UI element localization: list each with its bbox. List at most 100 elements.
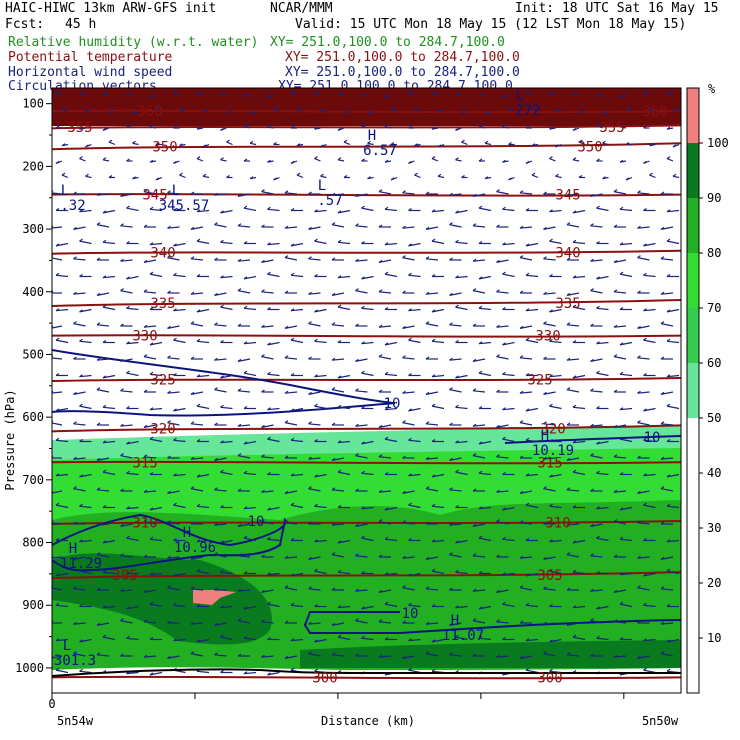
circulation-vector-head xyxy=(502,271,506,275)
circulation-vector-head xyxy=(637,390,641,394)
circulation-vector xyxy=(173,604,186,608)
circulation-vector-head xyxy=(120,618,124,622)
circulation-vector xyxy=(455,241,468,245)
circulation-vector xyxy=(431,374,445,378)
colorbar-band xyxy=(687,88,699,143)
circulation-vector-head xyxy=(108,175,113,178)
extremum-value: 10.19 xyxy=(532,443,574,459)
circulation-vector xyxy=(378,456,392,459)
circulation-vector-head xyxy=(61,172,66,176)
circulation-vector-head xyxy=(572,375,577,379)
circulation-vector-head xyxy=(190,586,195,590)
y-axis-label: Pressure (hPa) xyxy=(3,389,17,490)
circulation-vector xyxy=(666,158,674,162)
circulation-vector-head xyxy=(613,324,618,328)
circulation-vector xyxy=(243,125,251,129)
circulation-vector xyxy=(572,159,580,162)
circulation-vector xyxy=(96,193,110,196)
circulation-vector xyxy=(572,406,586,410)
circulation-vector-head xyxy=(484,111,489,115)
circulation-vector-head xyxy=(408,502,412,506)
circulation-vector-head xyxy=(126,470,130,474)
circulation-vector-head xyxy=(384,572,389,576)
circulation-vector-head xyxy=(408,473,412,477)
circulation-vector xyxy=(449,193,462,196)
circulation-vector-head xyxy=(596,370,600,374)
circulation-vector-head xyxy=(660,586,665,590)
circulation-vector-head xyxy=(666,439,671,442)
circulation-vector xyxy=(267,242,280,246)
circulation-vector-head xyxy=(132,111,136,115)
theta-contour-label: 340 xyxy=(555,245,580,261)
circulation-vector-head xyxy=(402,490,406,494)
circulation-vector xyxy=(496,424,509,428)
circulation-vector-head xyxy=(431,91,436,95)
circulation-vector-head xyxy=(261,489,265,493)
circulation-vector xyxy=(378,655,392,658)
circulation-vector xyxy=(196,340,210,344)
upper-theta-band xyxy=(52,88,681,126)
theta-contour-label: 315 xyxy=(132,455,157,471)
circulation-vector xyxy=(525,274,539,278)
circulation-vector-head xyxy=(384,536,389,540)
circulation-vector xyxy=(79,539,92,543)
circulation-vector-head xyxy=(55,473,60,477)
circulation-vector-head xyxy=(296,172,301,176)
circulation-vector-head xyxy=(596,535,600,539)
circulation-vector-head xyxy=(431,274,436,277)
circulation-vector xyxy=(660,588,674,591)
circulation-vector-head xyxy=(190,456,195,460)
circulation-vector-head xyxy=(79,639,83,643)
circulation-vector-head xyxy=(425,321,430,325)
circulation-vector-head xyxy=(496,259,500,263)
circulation-vector xyxy=(126,372,139,377)
circulation-vector xyxy=(173,504,186,509)
wind-contour-mid xyxy=(504,435,681,444)
circulation-vector-head xyxy=(173,638,177,642)
circulation-vector xyxy=(384,341,398,346)
circulation-vector-head xyxy=(173,473,177,477)
circulation-vector-head xyxy=(237,258,242,262)
circulation-vector xyxy=(102,636,116,641)
circulation-vector-head xyxy=(478,341,483,345)
circulation-vector-head xyxy=(173,538,177,541)
circulation-vector xyxy=(672,175,680,179)
circulation-vector xyxy=(384,572,398,576)
circulation-vector-head xyxy=(143,354,148,358)
circulation-vector-head xyxy=(220,440,224,444)
circulation-vector-head xyxy=(414,107,418,111)
circulation-vector xyxy=(408,339,421,344)
circulation-vector xyxy=(355,193,368,197)
circulation-vector-head xyxy=(331,457,336,461)
circulation-vector xyxy=(431,473,445,478)
circulation-vector xyxy=(55,504,69,509)
field-wind-name: Horizontal wind speed xyxy=(8,65,173,80)
circulation-vector xyxy=(572,241,586,245)
circulation-vector xyxy=(549,308,562,313)
circulation-vector xyxy=(384,407,398,411)
circulation-vector xyxy=(431,505,445,509)
circulation-vector xyxy=(355,390,368,393)
circulation-vector-head xyxy=(214,222,218,226)
field-theta-name: Potential temperature xyxy=(8,50,173,65)
circulation-vector-head xyxy=(79,374,83,378)
circulation-vector xyxy=(502,208,515,212)
circulation-vector xyxy=(120,290,133,294)
circulation-vector xyxy=(337,571,351,575)
circulation-vector-head xyxy=(61,107,66,111)
circulation-vector-head xyxy=(355,653,359,657)
circulation-vector-head xyxy=(519,655,524,659)
circulation-vector xyxy=(331,554,345,558)
theta-contour-label: 320 xyxy=(150,421,175,437)
circulation-vector-head xyxy=(96,357,101,361)
circulation-vector xyxy=(237,225,251,228)
circulation-vector xyxy=(402,192,415,195)
circulation-vector-head xyxy=(519,455,524,459)
circulation-vector xyxy=(643,242,656,247)
theta-contour-label: 305 xyxy=(537,568,562,584)
circulation-vector-head xyxy=(149,371,154,375)
circulation-vector-head xyxy=(337,127,342,131)
circulation-vector xyxy=(449,554,462,558)
colorbar-tick-label: 70 xyxy=(707,301,721,315)
